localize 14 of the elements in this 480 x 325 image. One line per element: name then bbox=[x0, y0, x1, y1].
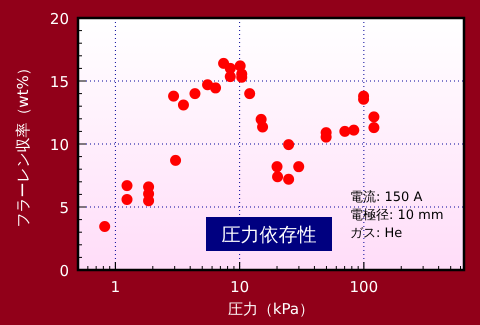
y-tick-label: 20 bbox=[50, 10, 69, 28]
y-tick-label: 5 bbox=[59, 199, 69, 217]
annotation: ガス: He bbox=[350, 226, 402, 241]
x-tick-label: 1 bbox=[110, 278, 120, 296]
annotation: 電流: 150 A bbox=[350, 189, 422, 205]
y-tick-label: 10 bbox=[50, 136, 69, 154]
annotation: 電極径: 10 mm bbox=[350, 208, 444, 223]
x-tick-label: 10 bbox=[230, 278, 250, 296]
title: 圧力依存性 bbox=[206, 217, 332, 251]
y-tick-label: 15 bbox=[50, 73, 69, 91]
x-tick-label: 100 bbox=[350, 278, 378, 296]
x-axis-title: 圧力（kPa） bbox=[228, 300, 314, 318]
y-axis-title: フラーレン収率（wt%） bbox=[14, 60, 32, 228]
y-tick-label: 0 bbox=[59, 262, 69, 280]
